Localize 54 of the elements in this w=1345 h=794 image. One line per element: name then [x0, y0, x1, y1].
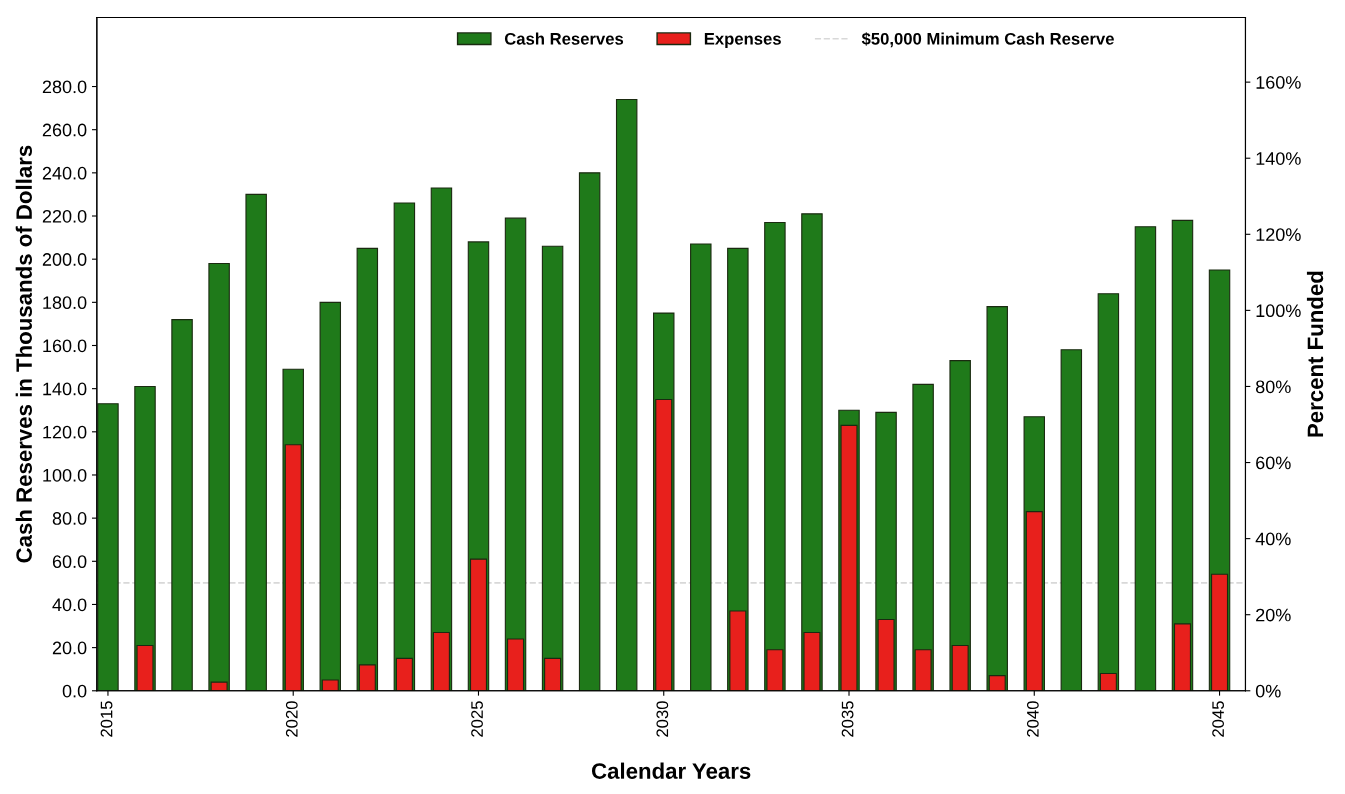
- bar: [1134, 226, 1157, 691]
- y2-tick-label: 140%: [1256, 152, 1301, 165]
- y-tick-label: 40.0: [52, 598, 87, 612]
- x-axis-title: Calendar Years: [591, 762, 751, 779]
- y-tick-label: 140.0: [43, 382, 87, 396]
- bar: [245, 193, 267, 691]
- y2-tick-label: 120%: [1256, 228, 1301, 242]
- bar: [578, 172, 601, 691]
- x-tick-label: 2035: [841, 701, 854, 737]
- legend-label: Cash Reserves: [504, 32, 624, 45]
- x-tick-label: 2040: [1026, 701, 1039, 737]
- y-tick-label: 80.0: [52, 512, 87, 525]
- y2-tick-label: 0%: [1255, 684, 1281, 698]
- x-tick-label: 2015: [100, 701, 113, 737]
- x-tick-label: 2025: [471, 701, 483, 737]
- bar: [986, 306, 1008, 691]
- x-tick-label: 2045: [1212, 701, 1225, 737]
- x-tick-label: 2020: [285, 701, 298, 737]
- y-axis-title: Cash Reserves in Thousands of Dollars: [15, 145, 32, 563]
- bar: [393, 202, 416, 691]
- y-tick-label: 120.0: [43, 425, 87, 439]
- bar: [690, 243, 712, 691]
- y-tick-label: 200.0: [42, 253, 87, 266]
- y-tick-label: 240.0: [42, 166, 87, 180]
- bar: [356, 247, 379, 691]
- y-tick-label: 260.0: [42, 123, 87, 137]
- bar: [97, 403, 119, 691]
- legend-label: Expenses: [704, 33, 781, 48]
- y-tick-label: 20.0: [52, 641, 87, 655]
- y-tick-label: 100.0: [43, 468, 87, 482]
- bar: [504, 217, 527, 691]
- bar: [1060, 349, 1083, 691]
- y2-tick-label: 80%: [1255, 380, 1291, 394]
- y-tick-label: 180.0: [43, 296, 87, 310]
- y2-tick-label: 60%: [1256, 456, 1291, 470]
- bar: [541, 245, 564, 691]
- y2-tick-label: 40%: [1255, 532, 1291, 546]
- bar: [208, 262, 230, 691]
- y-tick-label: 60.0: [52, 555, 87, 569]
- bar: [764, 221, 786, 691]
- y2-tick-label: 160%: [1256, 76, 1301, 89]
- legend-label: $50,000 Minimum Cash Reserve: [861, 32, 1114, 48]
- y-tick-label: 220.0: [42, 209, 87, 223]
- y2-tick-label: 20%: [1256, 608, 1291, 622]
- y2-axis-title: Percent Funded: [1306, 271, 1324, 437]
- bar: [319, 301, 342, 691]
- y-tick-label: 0.0: [62, 684, 87, 698]
- bar: [171, 319, 193, 691]
- y2-tick-label: 100%: [1256, 304, 1301, 318]
- y-tick-label: 160.0: [43, 339, 87, 353]
- bar: [1097, 293, 1120, 691]
- y-tick-label: 280.0: [42, 80, 87, 94]
- bar: [615, 98, 638, 691]
- x-tick-label: 2030: [656, 701, 669, 737]
